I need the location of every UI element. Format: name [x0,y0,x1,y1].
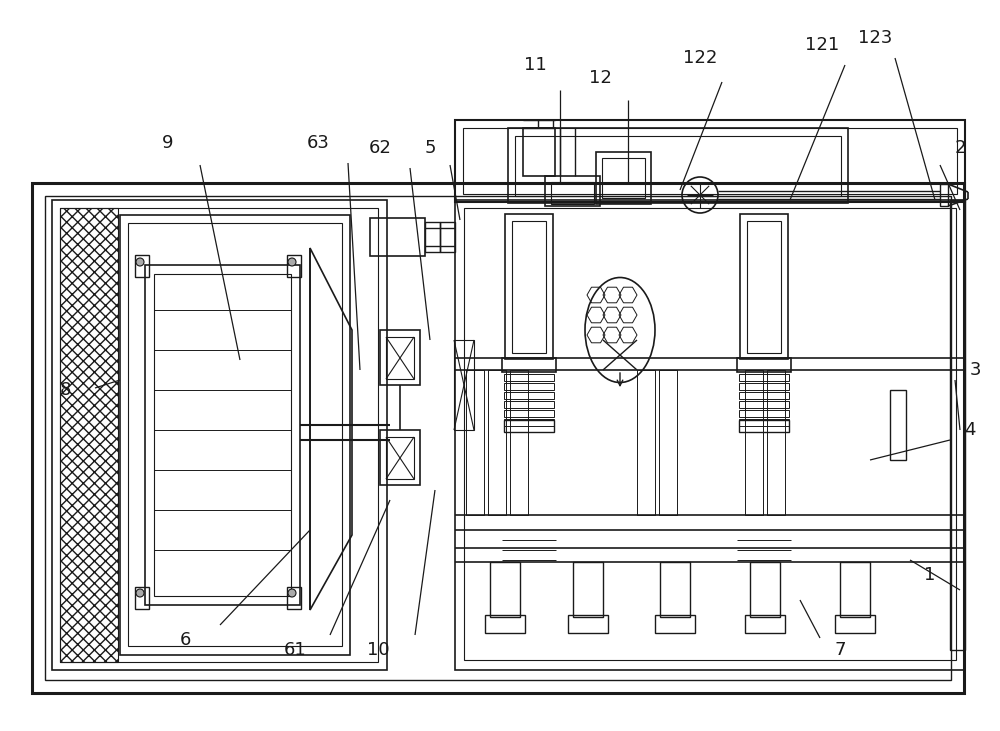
Text: 63: 63 [307,134,329,152]
Text: 4: 4 [964,421,976,439]
Bar [45,196,951,680]
Bar [145,265,300,605]
Bar [60,208,118,662]
Bar [504,392,554,399]
Bar [380,430,420,485]
Text: 5: 5 [424,139,436,157]
Text: 11: 11 [524,56,546,74]
Bar [739,392,789,399]
Bar [745,370,763,515]
Bar [370,218,425,256]
Text: 121: 121 [805,36,839,54]
Text: 10: 10 [367,641,389,659]
Bar [739,420,789,432]
Bar [545,176,600,206]
Bar [505,214,553,359]
Bar [740,214,788,359]
Bar [502,358,556,372]
Text: 122: 122 [683,49,717,67]
Bar [490,562,520,617]
Text: 62: 62 [369,139,391,157]
Bar [287,587,301,609]
Circle shape [136,258,144,266]
Bar [464,208,956,660]
Bar [455,200,965,670]
Bar [950,200,965,650]
Bar [515,136,841,196]
Bar [120,215,350,655]
Bar [454,340,474,430]
Bar [463,128,957,194]
Bar [60,208,378,662]
Bar [940,184,948,206]
Bar [32,183,964,693]
Bar [512,221,546,353]
Bar [568,615,608,633]
Circle shape [288,258,296,266]
Bar [739,419,789,426]
Bar [425,222,440,252]
Text: 9: 9 [162,134,174,152]
Text: 7: 7 [834,641,846,659]
Bar [504,420,554,432]
Bar [890,390,906,460]
Bar [739,401,789,408]
Bar [508,128,848,203]
Bar [739,410,789,417]
Bar [287,255,301,277]
Bar [154,274,291,596]
Text: 6: 6 [179,631,191,649]
Bar [660,562,690,617]
Bar [737,358,791,372]
Bar [504,383,554,390]
Bar [573,562,603,617]
Bar [840,562,870,617]
Text: 2: 2 [954,139,966,157]
Bar [504,410,554,417]
Bar [523,128,555,176]
Bar [52,200,387,670]
Bar [488,370,506,515]
Bar [455,120,965,202]
Bar [466,370,484,515]
Bar [386,337,414,379]
Bar [739,383,789,390]
Bar [747,221,781,353]
Bar [380,330,420,385]
Bar [504,374,554,381]
Text: 12: 12 [589,69,611,87]
Bar [135,255,149,277]
Bar [835,615,875,633]
Bar [602,158,645,198]
Bar [504,401,554,408]
Bar [510,370,528,515]
Circle shape [288,589,296,597]
Bar [551,182,594,204]
Bar [750,562,780,617]
Circle shape [136,589,144,597]
Bar [655,615,695,633]
Bar [440,222,455,252]
Bar [659,370,677,515]
Text: 3: 3 [969,361,981,379]
Text: 123: 123 [858,29,892,47]
Bar [386,437,414,479]
Bar [637,370,655,515]
Bar [739,374,789,381]
Text: 8: 8 [59,381,71,399]
Bar [745,615,785,633]
Bar [485,615,525,633]
Text: 1: 1 [924,566,936,584]
Bar [135,587,149,609]
Bar [504,419,554,426]
Bar [128,223,342,646]
Bar [596,152,651,204]
Text: 61: 61 [284,641,306,659]
Bar [767,370,785,515]
